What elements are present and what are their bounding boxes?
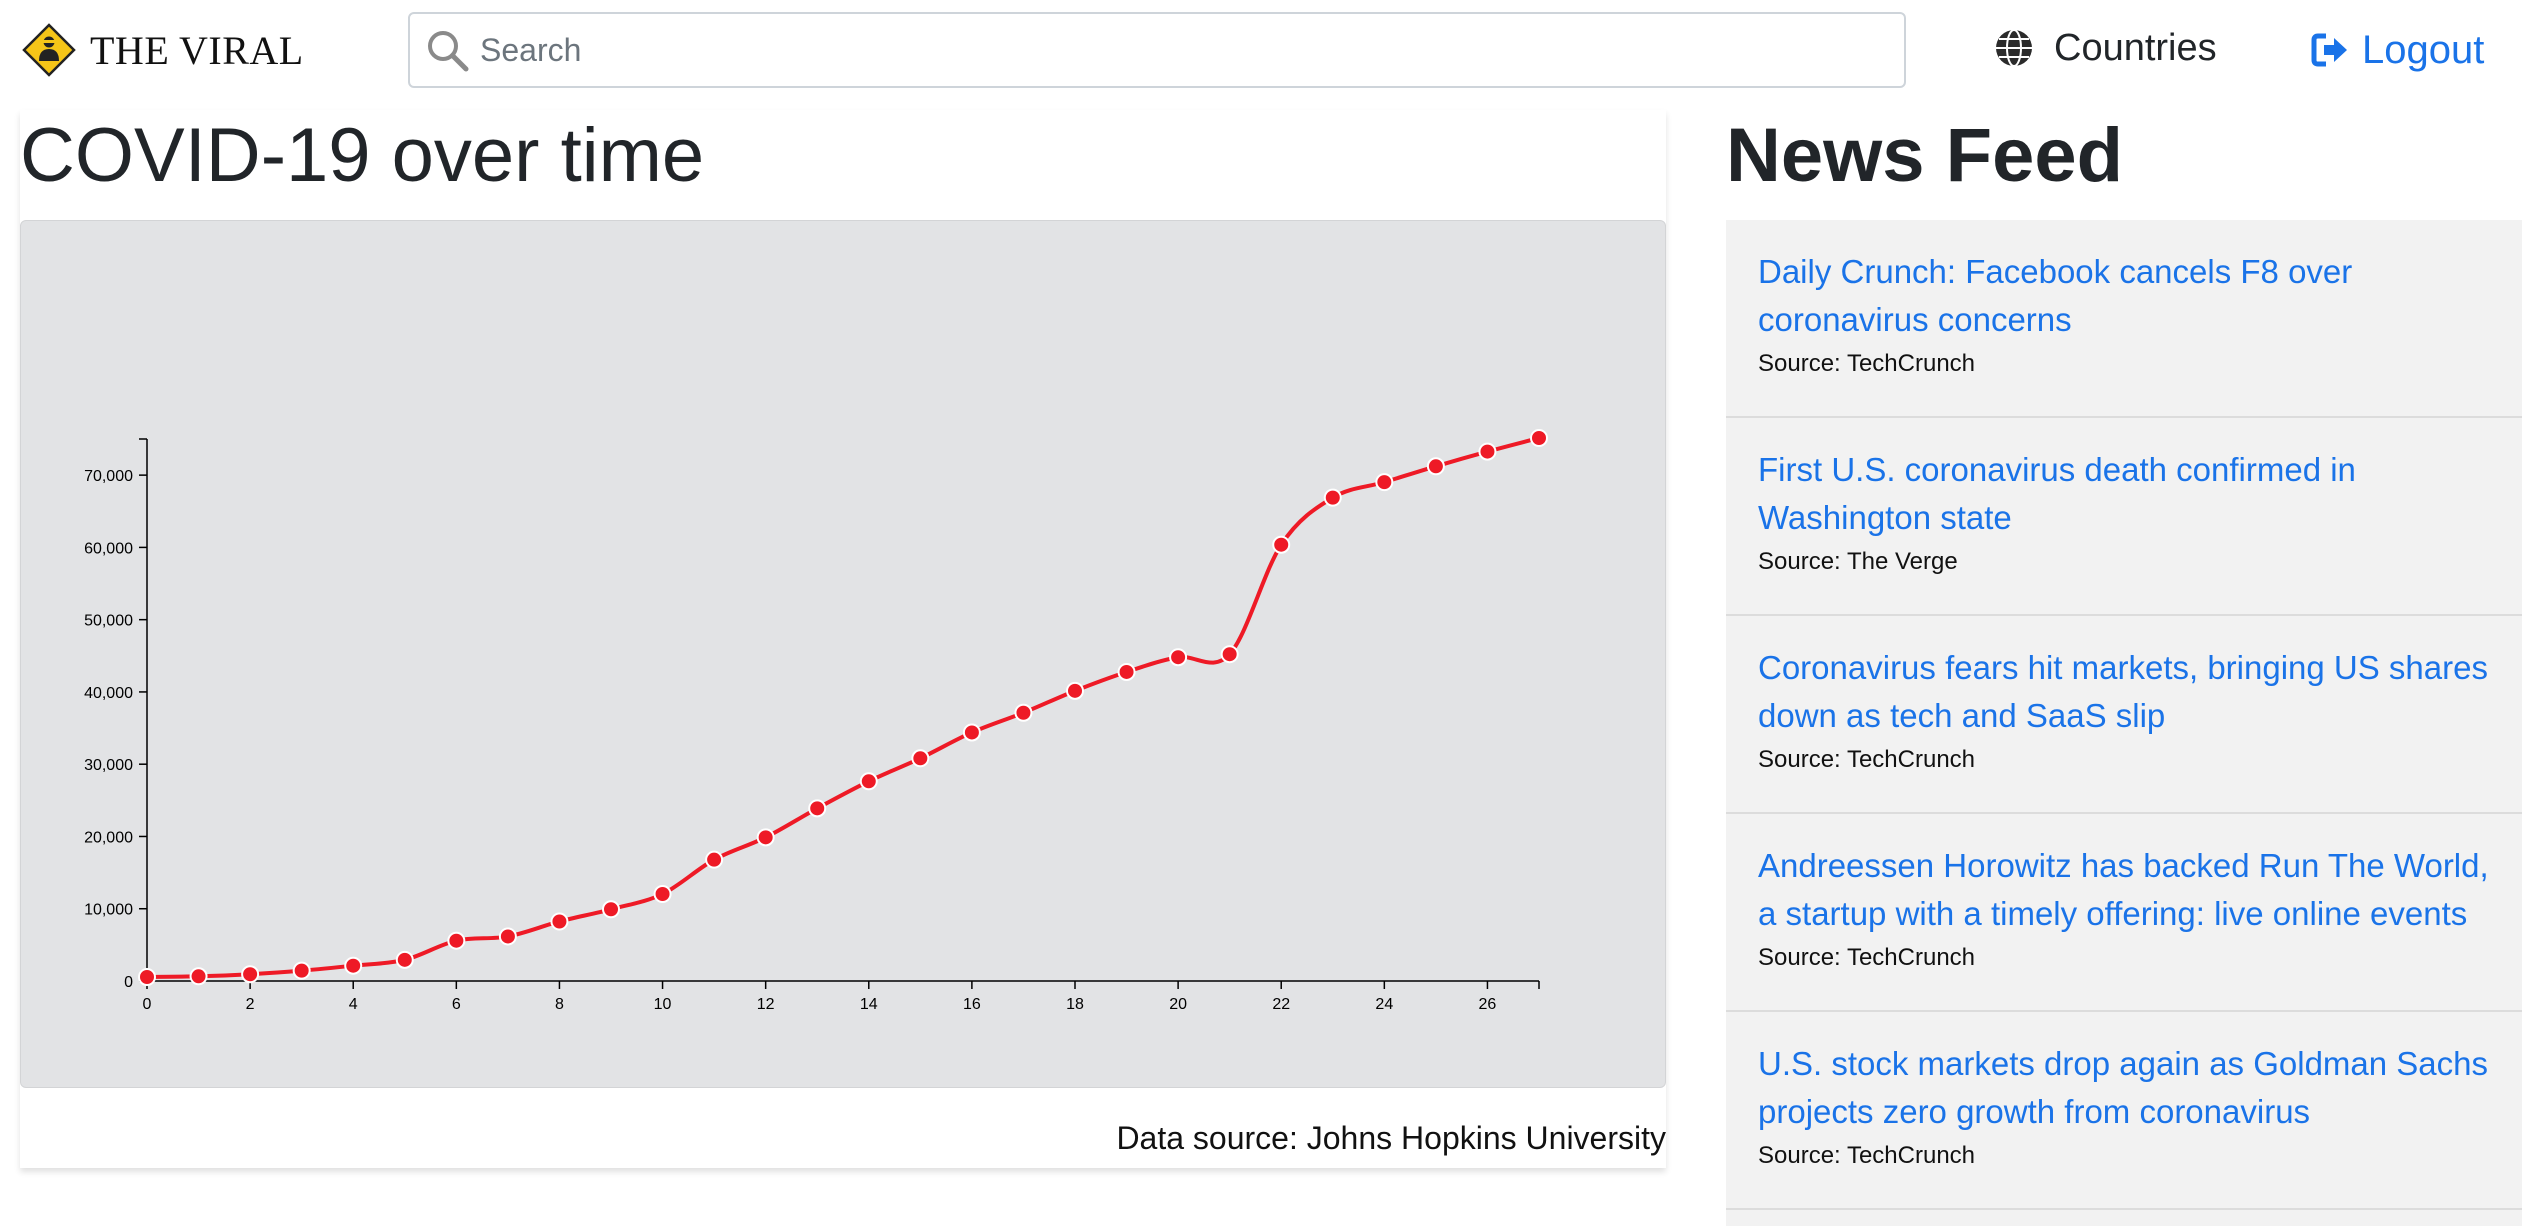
x-tick-label: 4 bbox=[349, 996, 358, 1013]
x-tick-label: 16 bbox=[963, 996, 981, 1013]
data-point bbox=[138, 967, 156, 986]
x-tick-label: 12 bbox=[757, 996, 775, 1013]
data-point bbox=[1426, 457, 1445, 476]
data-point bbox=[653, 885, 672, 904]
news-list: Daily Crunch: Facebook cancels F8 over c… bbox=[1726, 220, 2522, 1226]
data-point bbox=[395, 950, 414, 969]
covid-line-chart: 0 10,000 20,000 30,000 40,000 50,000 60,000 70,… bbox=[84, 429, 1548, 1013]
data-point bbox=[911, 749, 930, 768]
search-input[interactable] bbox=[480, 31, 1860, 69]
news-item: Daily Crunch: Facebook cancels F8 over c… bbox=[1726, 220, 2522, 418]
sign-out-icon bbox=[2311, 33, 2347, 67]
news-headline-link[interactable]: First U.S. coronavirus death confirmed i… bbox=[1758, 451, 2356, 536]
x-tick-label: 2 bbox=[246, 996, 255, 1013]
data-point bbox=[1014, 703, 1033, 722]
y-tick-label: 30,000 bbox=[84, 757, 133, 774]
news-headline-link[interactable]: Andreessen Horowitz has backed Run The W… bbox=[1758, 847, 2489, 932]
globe-icon bbox=[1996, 29, 2032, 67]
x-tick-label: 24 bbox=[1375, 996, 1393, 1013]
top-navbar: THE VIRAL Countries Logout bbox=[0, 0, 2542, 100]
chart-card: COVID-19 over time 0 10,000 20,000 30,000 40… bbox=[20, 110, 1666, 1168]
news-headline-link[interactable]: Daily Crunch: Facebook cancels F8 over c… bbox=[1758, 253, 2353, 338]
chart-title: COVID-19 over time bbox=[20, 113, 705, 198]
data-point bbox=[550, 912, 569, 931]
news-source: Source: The Verge bbox=[1758, 548, 1958, 575]
data-point bbox=[292, 961, 311, 980]
x-tick-label: 0 bbox=[143, 996, 152, 1013]
x-tick-label: 8 bbox=[555, 996, 564, 1013]
search-icon bbox=[428, 31, 469, 72]
data-point bbox=[808, 799, 827, 818]
data-point bbox=[859, 772, 878, 791]
brand[interactable]: THE VIRAL bbox=[22, 22, 304, 78]
news-headline-link[interactable]: U.S. stock markets drop again as Goldman… bbox=[1758, 1045, 2488, 1130]
news-item: First U.S. coronavirus death confirmed i… bbox=[1726, 418, 2522, 616]
countries-link[interactable]: Countries bbox=[1994, 22, 2217, 74]
data-point bbox=[189, 967, 208, 986]
data-point bbox=[498, 927, 517, 946]
data-point bbox=[1323, 488, 1342, 507]
search-bar[interactable] bbox=[408, 12, 1906, 88]
countries-label: Countries bbox=[2054, 26, 2217, 69]
x-tick-label: 6 bbox=[452, 996, 461, 1013]
y-tick-label: 20,000 bbox=[84, 829, 133, 846]
news-feed-title: News Feed bbox=[1726, 113, 2124, 198]
news-source: Source: TechCrunch bbox=[1758, 350, 1976, 377]
data-point bbox=[447, 931, 466, 950]
data-point bbox=[1169, 648, 1188, 667]
x-tick-label: 20 bbox=[1169, 996, 1187, 1013]
data-point bbox=[602, 900, 620, 919]
brand-name: THE VIRAL bbox=[90, 27, 304, 73]
data-point bbox=[962, 723, 981, 742]
chart-source: Data source: Johns Hopkins University bbox=[1116, 1120, 1666, 1156]
series-line bbox=[146, 436, 1540, 979]
y-tick-label: 0 bbox=[124, 974, 133, 991]
chart-area: 0 10,000 20,000 30,000 40,000 50,000 60,000 70,… bbox=[20, 220, 1666, 1088]
y-tick-label: 70,000 bbox=[84, 468, 133, 485]
warning-person-icon bbox=[22, 23, 76, 77]
x-tick-label: 10 bbox=[654, 996, 672, 1013]
logout-label: Logout bbox=[2362, 27, 2485, 72]
news-source: Source: TechCrunch bbox=[1758, 944, 1976, 971]
data-point bbox=[705, 850, 724, 869]
news-item: U.S. stock markets drop again as Goldman… bbox=[1726, 1012, 2522, 1210]
data-point bbox=[1066, 681, 1084, 700]
y-tick-label: 10,000 bbox=[84, 902, 133, 919]
data-point bbox=[1478, 442, 1497, 461]
data-point bbox=[756, 828, 775, 847]
news-item: Coronavirus fears hit markets, bringing … bbox=[1726, 616, 2522, 814]
y-tick-label: 40,000 bbox=[84, 685, 133, 702]
data-point bbox=[1272, 535, 1291, 554]
data-point bbox=[344, 956, 363, 975]
logout-button[interactable]: Logout bbox=[2310, 24, 2484, 76]
data-point bbox=[1375, 473, 1394, 492]
data-point bbox=[241, 965, 260, 984]
x-tick-label: 18 bbox=[1066, 996, 1084, 1013]
news-item: Andreessen Horowitz has backed Run The W… bbox=[1726, 814, 2522, 1012]
y-tick-label: 50,000 bbox=[84, 613, 133, 630]
data-point bbox=[1220, 645, 1239, 664]
news-headline-link[interactable]: Coronavirus fears hit markets, bringing … bbox=[1758, 649, 2488, 734]
news-source: Source: TechCrunch bbox=[1758, 746, 1976, 773]
y-tick-label: 60,000 bbox=[84, 540, 133, 557]
x-tick-label: 26 bbox=[1479, 996, 1497, 1013]
news-source: Source: TechCrunch bbox=[1758, 1142, 1976, 1169]
x-tick-label: 14 bbox=[860, 996, 878, 1013]
data-point bbox=[1117, 662, 1136, 681]
x-tick-label: 22 bbox=[1272, 996, 1290, 1013]
data-point bbox=[1530, 429, 1548, 448]
